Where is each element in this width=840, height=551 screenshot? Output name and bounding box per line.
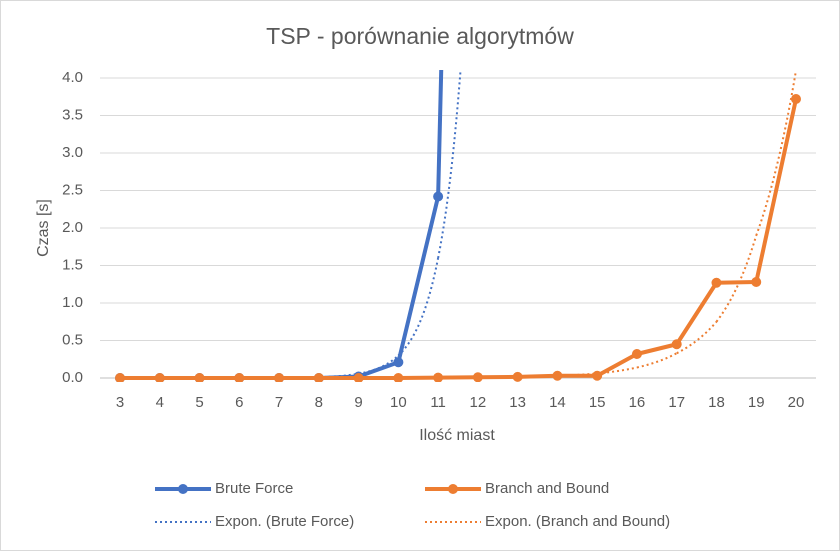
y-tick-label: 2.5 <box>62 181 83 198</box>
marker <box>592 370 603 381</box>
marker <box>393 357 404 368</box>
marker <box>433 372 444 382</box>
x-tick-label: 7 <box>275 394 283 411</box>
marker <box>313 373 324 382</box>
marker <box>791 94 801 104</box>
x-tick-label: 20 <box>788 394 805 411</box>
marker <box>393 373 404 382</box>
y-axis-title: Czas [s] <box>35 199 52 257</box>
marker <box>751 277 762 287</box>
y-tick-label: 3.5 <box>62 106 83 123</box>
marker <box>433 191 444 202</box>
series-line <box>120 98 798 380</box>
legend-label: Expon. (Branch and Bound) <box>485 513 670 530</box>
marker <box>274 373 285 382</box>
marker <box>671 339 682 350</box>
x-tick-label: 4 <box>156 394 164 411</box>
marker <box>154 373 165 382</box>
y-tick-label: 0.5 <box>62 331 83 348</box>
x-tick-label: 12 <box>470 394 487 411</box>
x-tick-label: 16 <box>629 394 646 411</box>
marker <box>711 277 722 288</box>
marker <box>552 370 563 381</box>
legend-label: Brute Force <box>215 480 293 497</box>
y-tick-label: 1.0 <box>62 294 83 311</box>
trend-segment <box>397 257 440 357</box>
x-tick-label: 11 <box>430 394 446 411</box>
x-tick-label: 10 <box>390 394 407 411</box>
grid: 0.0 0.5 1.0 1.5 2.0 2.5 3.0 3.5 4.0 3 4 5 6 7 8 9 10 11 12… <box>62 69 816 411</box>
marker <box>512 371 523 382</box>
x-tick-label: 5 <box>195 394 203 411</box>
x-tick-label: 9 <box>354 394 362 411</box>
x-tick-label: 15 <box>589 394 606 411</box>
trend-segment <box>636 352 678 369</box>
marker <box>234 373 245 382</box>
trend-segment <box>676 321 718 355</box>
legend-label: Branch and Bound <box>485 480 609 497</box>
x-tick-label: 18 <box>708 394 725 411</box>
legend: Brute Force Branch and Bound Expon. (Brute… <box>155 480 670 530</box>
x-tick-label: 6 <box>235 394 243 411</box>
trend-segment <box>715 235 758 323</box>
marker <box>115 373 125 382</box>
chart-title: TSP - porównanie algorytmów <box>266 23 574 49</box>
y-tick-label: 1.5 <box>62 256 83 273</box>
x-tick-label: 3 <box>116 394 124 411</box>
x-tick-label: 19 <box>748 394 765 411</box>
marker <box>353 373 364 382</box>
legend-marker <box>178 484 188 494</box>
legend-label: Expon. (Brute Force) <box>215 513 354 530</box>
legend-marker <box>448 484 458 494</box>
x-tick-label: 8 <box>315 394 323 411</box>
y-tick-label: 4.0 <box>62 69 83 86</box>
x-tick-label: 14 <box>549 394 566 411</box>
y-tick-label: 2.0 <box>62 219 83 236</box>
y-tick-label: 0.0 <box>62 369 83 386</box>
y-tick-label: 3.0 <box>62 144 83 161</box>
x-tick-label: 17 <box>668 394 685 411</box>
trend-segment <box>755 70 797 236</box>
marker <box>194 373 205 382</box>
plot-area <box>115 70 801 382</box>
marker <box>631 349 642 359</box>
x-tick-label: 13 <box>509 394 526 411</box>
marker <box>472 372 483 382</box>
x-axis-title: Ilość miast <box>419 427 495 444</box>
